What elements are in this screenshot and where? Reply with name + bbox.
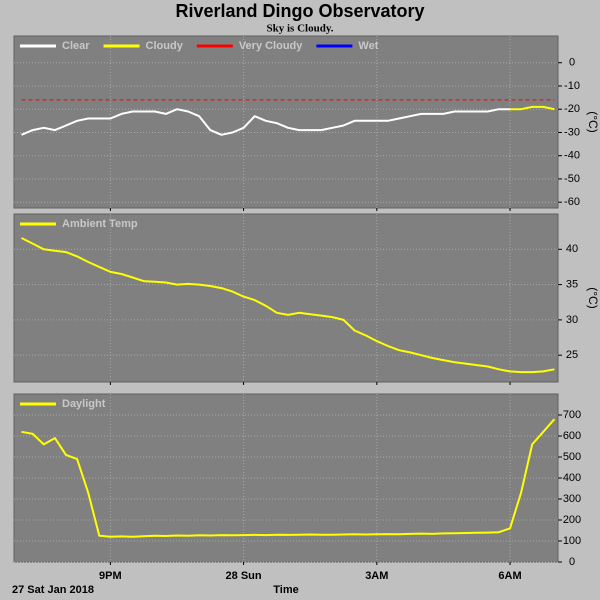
y-tick-label: 700 [563,409,581,421]
y-tick-label: -40 [564,150,580,162]
y-tick-label: -10 [564,80,580,92]
x-axis-label: Time [273,584,298,596]
chart-subtitle: Sky is Cloudy. [267,23,334,35]
plot-area [13,213,559,383]
y-tick-label: 500 [563,451,581,463]
y-tick-label: 25 [566,349,578,361]
y-axis-label: (°C) [586,111,600,132]
legend-label: Wet [358,40,378,52]
y-tick-label: 200 [563,514,581,526]
y-tick-label: -60 [564,196,580,208]
x-tick-label: 6AM [498,570,521,582]
legend-label: Cloudy [146,40,184,52]
y-tick-label: -50 [564,173,580,185]
legend-label: Clear [62,40,90,52]
y-tick-label: 0 [569,556,575,568]
y-tick-label: 400 [563,472,581,484]
y-tick-label: -20 [564,103,580,115]
series-line [510,105,555,111]
date-label: 27 Sat Jan 2018 [12,584,94,596]
y-tick-label: 600 [563,430,581,442]
x-tick-label: 28 Sun [226,570,262,582]
legend-label: Very Cloudy [239,40,303,52]
y-tick-label: 0 [569,57,575,69]
y-tick-label: 30 [566,314,578,326]
y-tick-label: 300 [563,493,581,505]
series-line [21,237,555,374]
chart-title: Riverland Dingo Observatory [175,1,424,21]
y-tick-label: 100 [563,535,581,547]
legend-label: Daylight [62,398,106,410]
legend-label: Ambient Temp [62,218,138,230]
y-tick-label: 35 [566,278,578,290]
x-tick-label: 3AM [365,570,388,582]
x-tick-label: 9PM [99,570,122,582]
series-line [21,418,556,538]
plot-area [13,35,559,209]
y-axis-label: (°C) [586,287,600,308]
y-tick-label: -30 [564,126,580,138]
series-line [21,108,510,136]
y-tick-label: 40 [566,243,578,255]
